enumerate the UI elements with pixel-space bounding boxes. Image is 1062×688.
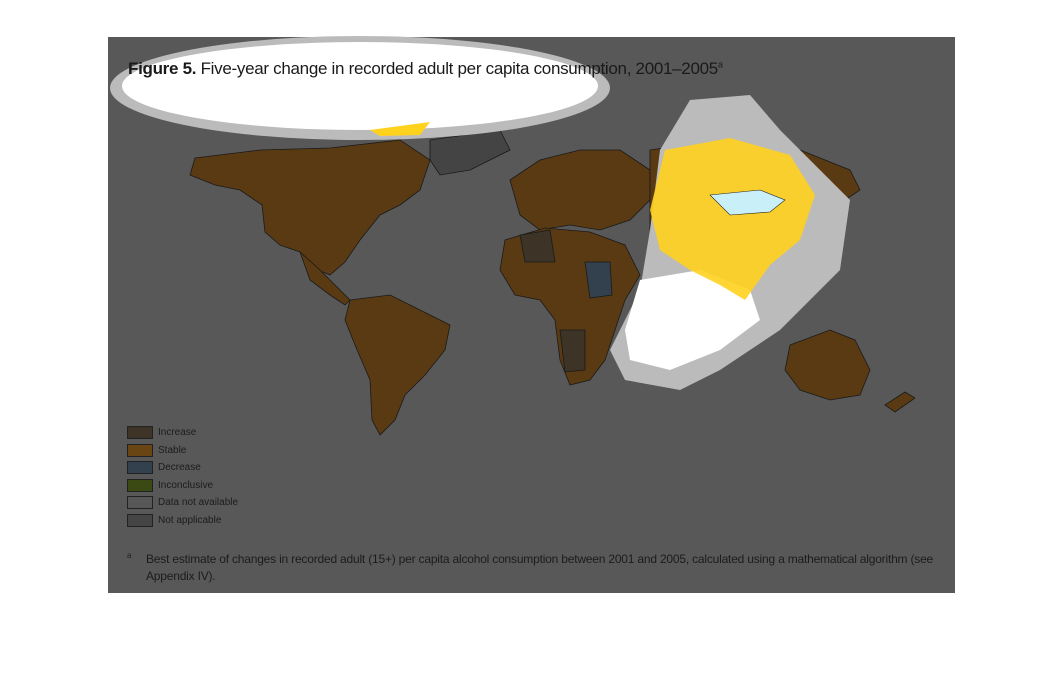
legend-label: Stable <box>158 444 187 456</box>
greenland-highlight <box>370 122 430 136</box>
highlight-region <box>650 138 815 300</box>
legend-label: Data not available <box>158 497 239 509</box>
title-text: Five-year change in recorded adult per c… <box>200 59 719 78</box>
footnote-text: Best estimate of changes in recorded adu… <box>146 552 934 583</box>
highlight <box>625 270 760 370</box>
legend-swatch <box>127 461 153 475</box>
footnote-marker: a <box>127 551 132 560</box>
legend-label: Increase <box>158 427 197 439</box>
central-america <box>299 251 351 306</box>
highlight <box>122 42 598 130</box>
figure-label: Figure 5. <box>128 59 197 78</box>
legend-item: Increase <box>127 424 238 442</box>
highlights <box>110 36 850 390</box>
legend-label: Decrease <box>158 462 201 474</box>
legend-swatch <box>127 443 153 457</box>
legend-item: Stable <box>127 442 238 460</box>
south-america <box>344 294 451 436</box>
title-superscript: a <box>717 59 723 70</box>
legend-swatch <box>127 426 153 440</box>
legend-item: Decrease <box>127 459 238 477</box>
figure-title: Figure 5. Five-year change in recorded a… <box>128 59 723 79</box>
legend-swatch <box>127 496 153 510</box>
europe <box>509 149 651 231</box>
legend-swatch <box>127 478 153 492</box>
legend-item: Not applicable <box>127 512 238 530</box>
legend-label: Inconclusive <box>158 479 214 491</box>
legend-item: Data not available <box>127 494 238 512</box>
mongolia <box>709 189 786 216</box>
new-zealand <box>884 391 916 413</box>
legend-label: Not applicable <box>158 514 222 526</box>
legend-swatch <box>127 513 153 527</box>
legend-item: Inconclusive <box>127 477 238 495</box>
north-america <box>189 139 431 276</box>
legend: Increase Stable Decrease Inconclusive Data n… <box>127 424 238 529</box>
africa-increase <box>519 229 586 373</box>
australia <box>784 329 871 401</box>
africa-decrease <box>584 261 613 299</box>
